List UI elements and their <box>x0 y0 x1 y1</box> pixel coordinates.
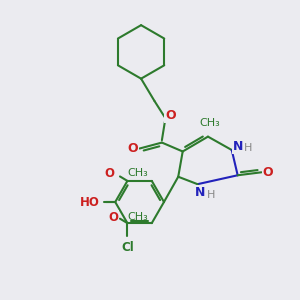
Text: Cl: Cl <box>121 241 134 254</box>
Text: CH₃: CH₃ <box>199 118 220 128</box>
Text: H: H <box>244 142 253 153</box>
Text: N: N <box>195 186 206 199</box>
Text: HO: HO <box>77 196 98 208</box>
Text: O: O <box>104 167 114 180</box>
Text: HO: HO <box>80 196 100 208</box>
Text: N: N <box>233 140 244 153</box>
Text: O: O <box>128 142 138 155</box>
Text: CH₃: CH₃ <box>128 212 148 222</box>
Text: O: O <box>109 211 118 224</box>
Text: O: O <box>165 109 175 122</box>
Text: H: H <box>206 190 215 200</box>
Text: O: O <box>263 166 273 179</box>
Text: CH₃: CH₃ <box>128 168 148 178</box>
